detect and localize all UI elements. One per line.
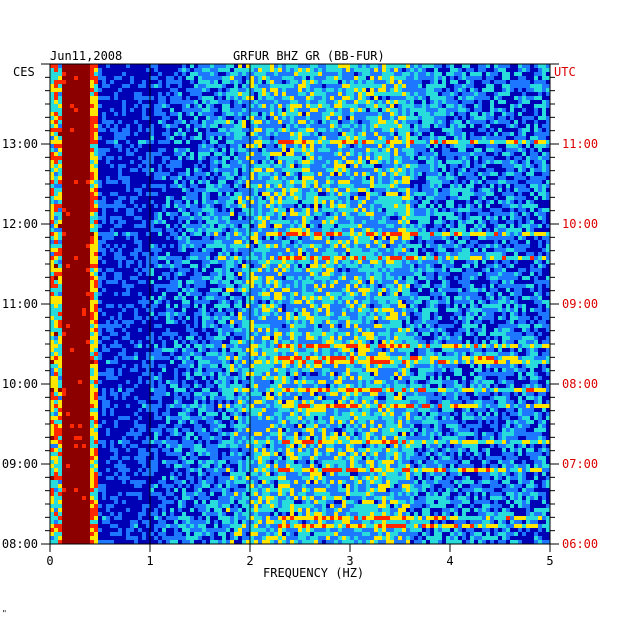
left-axis-label: CES (13, 65, 35, 79)
frequency-marker-lines (149, 64, 251, 544)
right-time-label: 11:00 (562, 137, 598, 151)
left-time-label: 10:00 (2, 377, 38, 391)
left-time-label: 12:00 (2, 217, 38, 231)
right-time-label: 10:00 (562, 217, 598, 231)
corner-mark: " (2, 609, 7, 618)
left-time-label: 09:00 (2, 457, 38, 471)
left-time-label: 11:00 (2, 297, 38, 311)
right-axis-label: UTC (554, 65, 576, 79)
x-tick-label: 0 (46, 554, 53, 568)
right-time-label: 09:00 (562, 297, 598, 311)
left-axis-ticks: 08:00 09:00 10:00 11:00 12:00 13:00 (2, 63, 50, 551)
right-time-label: 08:00 (562, 377, 598, 391)
left-time-label: 08:00 (2, 537, 38, 551)
spectrogram-heatmap (50, 64, 550, 544)
right-axis-ticks: 06:00 07:00 08:00 09:00 10:00 11:00 (550, 63, 598, 551)
date-label: Jun11,2008 (50, 49, 123, 63)
station-title: GRFUR BHZ GR (BB-FUR) (233, 49, 385, 63)
x-tick-label: 4 (446, 554, 453, 568)
x-axis-ticks: 0 1 2 3 4 5 (46, 544, 554, 568)
x-tick-label: 3 (346, 554, 353, 568)
left-time-label: 13:00 (2, 137, 38, 151)
x-axis-title: FREQUENCY (HZ) (263, 566, 365, 580)
right-time-label: 06:00 (562, 537, 598, 551)
x-tick-label: 5 (546, 554, 553, 568)
x-tick-label: 1 (146, 554, 153, 568)
x-tick-label: 2 (246, 554, 253, 568)
right-time-label: 07:00 (562, 457, 598, 471)
